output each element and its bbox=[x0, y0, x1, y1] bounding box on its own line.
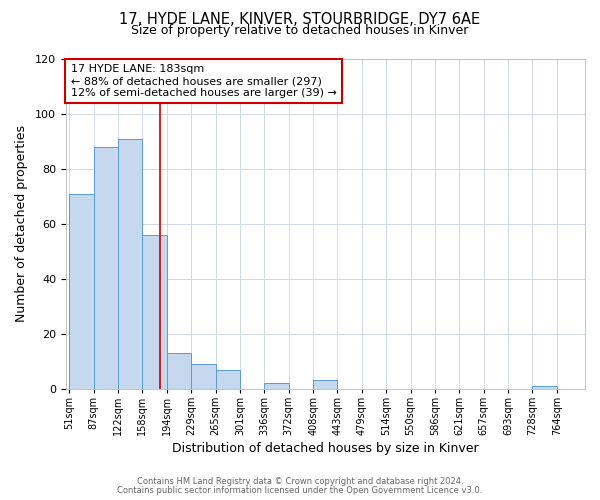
Text: 17 HYDE LANE: 183sqm
← 88% of detached houses are smaller (297)
12% of semi-deta: 17 HYDE LANE: 183sqm ← 88% of detached h… bbox=[71, 64, 337, 98]
Bar bbox=[191, 364, 215, 388]
Bar bbox=[94, 147, 118, 388]
Text: Contains public sector information licensed under the Open Government Licence v3: Contains public sector information licen… bbox=[118, 486, 482, 495]
Bar bbox=[142, 235, 167, 388]
Text: 17, HYDE LANE, KINVER, STOURBRIDGE, DY7 6AE: 17, HYDE LANE, KINVER, STOURBRIDGE, DY7 … bbox=[119, 12, 481, 28]
Y-axis label: Number of detached properties: Number of detached properties bbox=[15, 126, 28, 322]
Text: Contains HM Land Registry data © Crown copyright and database right 2024.: Contains HM Land Registry data © Crown c… bbox=[137, 477, 463, 486]
Bar bbox=[532, 386, 557, 388]
Bar bbox=[118, 138, 142, 388]
Text: Size of property relative to detached houses in Kinver: Size of property relative to detached ho… bbox=[131, 24, 469, 37]
Bar bbox=[167, 353, 191, 388]
X-axis label: Distribution of detached houses by size in Kinver: Distribution of detached houses by size … bbox=[172, 442, 479, 455]
Bar bbox=[69, 194, 94, 388]
Bar bbox=[264, 383, 289, 388]
Bar bbox=[215, 370, 240, 388]
Bar bbox=[313, 380, 337, 388]
